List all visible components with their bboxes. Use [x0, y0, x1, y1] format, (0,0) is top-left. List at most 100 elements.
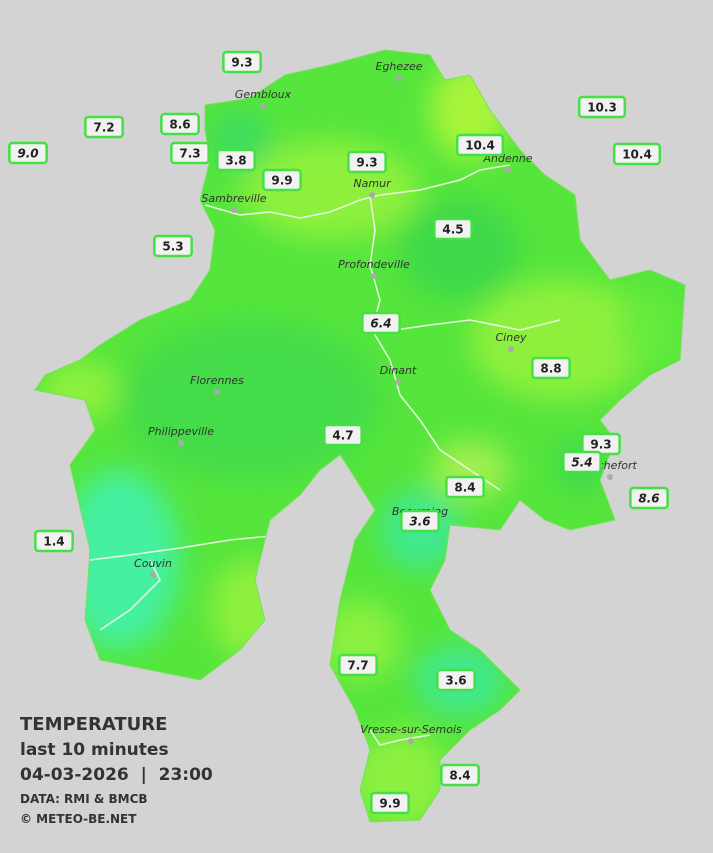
town-label: Ciney: [496, 331, 527, 344]
station: 5.4: [562, 450, 602, 474]
station-box: [8, 141, 48, 165]
station-box: [216, 148, 256, 172]
station-box: [433, 217, 473, 241]
station-value: 5.3: [162, 240, 183, 254]
station-box: [577, 95, 627, 119]
station: 10.4: [455, 133, 505, 157]
town-dot: [505, 167, 511, 173]
town-label: Couvin: [134, 557, 172, 570]
station: 3.6: [400, 509, 440, 533]
station: 8.6: [160, 112, 200, 136]
station-box: [445, 475, 485, 499]
station: 5.3: [153, 234, 193, 258]
town-dot: [214, 389, 220, 395]
station: 7.7: [338, 653, 378, 677]
town-dot: [396, 75, 402, 81]
town-dot: [371, 273, 377, 279]
station-value: 4.7: [332, 429, 353, 443]
town-dot: [408, 738, 414, 744]
station-box: [531, 356, 571, 380]
station-box: [170, 141, 210, 165]
station: 1.4: [34, 529, 74, 553]
town-label: Gembloux: [235, 88, 292, 101]
station: 8.6: [629, 486, 669, 510]
station: 4.7: [323, 423, 363, 447]
station-value: 10.4: [622, 148, 652, 162]
station-box: [455, 133, 505, 157]
station-value: 9.3: [590, 438, 611, 452]
station-value: 1.4: [43, 535, 64, 549]
station-box: [153, 234, 193, 258]
station-value: 7.3: [179, 147, 200, 161]
station-box: [440, 763, 480, 787]
town-label: Namur: [353, 177, 392, 190]
station-value: 8.4: [449, 769, 470, 783]
station-box: [84, 115, 124, 139]
station-box: [629, 486, 669, 510]
station-value: 9.3: [356, 156, 377, 170]
town-dot: [607, 474, 613, 480]
station-box: [262, 168, 302, 192]
station-value: 7.2: [93, 121, 114, 135]
town-dot: [178, 440, 184, 446]
station-box: [160, 112, 200, 136]
station-value: 5.4: [571, 456, 592, 470]
station-value: 9.0: [17, 147, 38, 161]
town-label: Profondeville: [338, 258, 410, 271]
station-box: [612, 142, 662, 166]
town-label: Florennes: [190, 374, 244, 387]
station-value: 6.4: [370, 317, 391, 331]
stations: 9.0 7.2 8.6 9.3 7.3 3.8 9.9 9.3 10.4 10.3 10.4 5.3 4…: [8, 50, 669, 815]
legend: TEMPERATURE last 10 minutes 04-03-2026 |…: [20, 714, 213, 826]
town-dot: [150, 572, 156, 578]
station: 8.4: [440, 763, 480, 787]
station-box: [347, 150, 387, 174]
town-label: Eghezee: [376, 60, 423, 73]
station: 3.8: [216, 148, 256, 172]
station: 7.2: [84, 115, 124, 139]
town-dot: [260, 103, 266, 109]
town-label: Dinant: [380, 364, 417, 377]
station-value: 8.8: [540, 362, 561, 376]
rivers: [89, 164, 561, 746]
station-value: 4.5: [442, 223, 463, 237]
station-box: [400, 509, 440, 533]
station-value: 3.6: [409, 515, 430, 529]
station: 8.4: [445, 475, 485, 499]
station: 3.6: [436, 668, 476, 692]
station-box: [562, 450, 602, 474]
town-dot: [508, 346, 514, 352]
town-dot: [231, 207, 237, 213]
legend-source: DATA: RMI & BMCB: [20, 792, 148, 806]
station-value: 10.3: [587, 101, 617, 115]
town-dot: [369, 192, 375, 198]
town-label: Philippeville: [148, 425, 214, 438]
station: 7.3: [170, 141, 210, 165]
legend-datetime: 04-03-2026 | 23:00: [20, 765, 213, 785]
station-box: [338, 653, 378, 677]
town-dot: [395, 379, 401, 385]
station: 8.8: [531, 356, 571, 380]
station-value: 8.4: [454, 481, 475, 495]
station-value: 8.6: [638, 492, 659, 506]
station-value: 10.4: [465, 139, 495, 153]
station-value: 9.9: [379, 797, 400, 811]
station-value: 8.6: [169, 118, 190, 132]
town-label: Sambreville: [201, 192, 266, 205]
legend-title: TEMPERATURE: [20, 714, 167, 735]
station: 10.3: [577, 95, 627, 119]
towns: EghezeeGemblouxAndenneNamurSambrevillePr…: [134, 60, 637, 744]
station-value: 3.8: [225, 154, 246, 168]
station: 10.4: [612, 142, 662, 166]
legend-subtitle: last 10 minutes: [20, 740, 169, 760]
station-value: 3.6: [445, 674, 466, 688]
station: 4.5: [433, 217, 473, 241]
station-value: 7.7: [347, 659, 368, 673]
station-box: [370, 791, 410, 815]
station-box: [222, 50, 262, 74]
station-box: [361, 311, 401, 335]
station: 9.3: [222, 50, 262, 74]
town-label: Vresse-sur-Semois: [360, 723, 462, 736]
station: 6.4: [361, 311, 401, 335]
